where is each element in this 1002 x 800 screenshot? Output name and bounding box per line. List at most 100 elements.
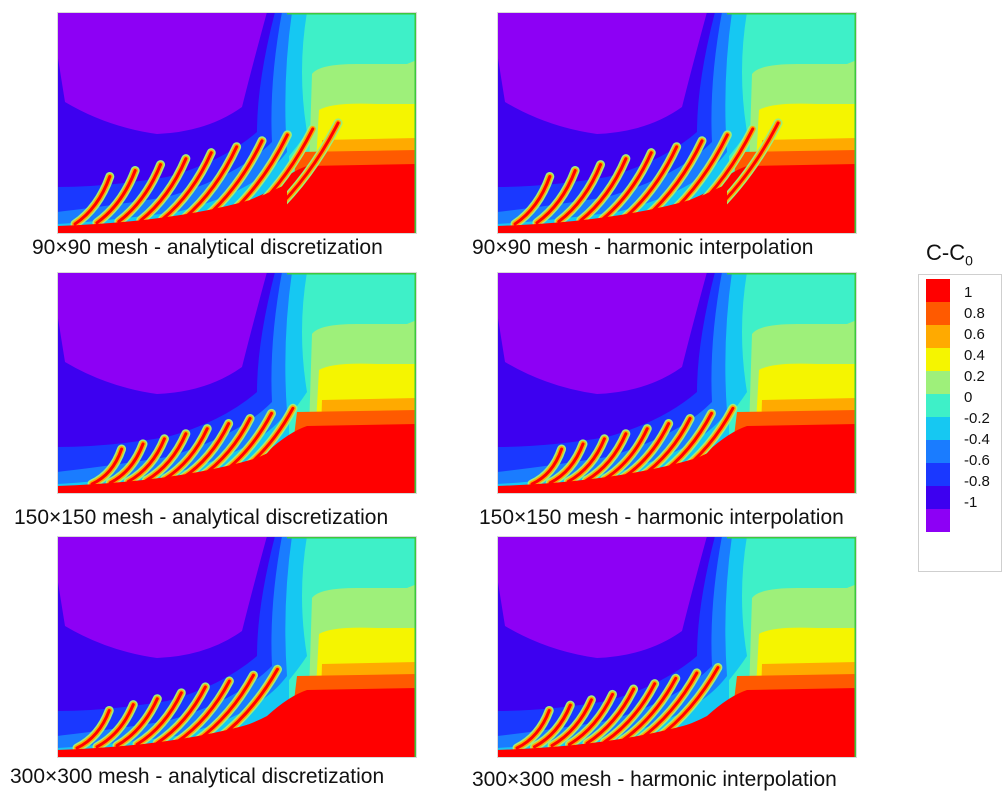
bottom-layer [57, 184, 287, 234]
colorbar-tick: -0.8 [964, 473, 990, 490]
finger-core [585, 687, 636, 745]
colorbar-title: C-C0 [926, 240, 973, 268]
saline-red-zone [497, 424, 857, 494]
colorbar-swatch-9 [926, 486, 950, 509]
colorbar-swatch-0 [926, 279, 950, 302]
colorbar-tick: 0.2 [964, 368, 985, 385]
caption-300-analytical: 300×300 mesh - analytical discretization [10, 765, 385, 788]
colorbar-tick: 0 [964, 389, 973, 406]
finger-core [161, 151, 213, 221]
plume-core [497, 12, 707, 134]
panel-frame [57, 536, 417, 758]
finger-core [530, 447, 564, 486]
panel-frame [497, 536, 857, 758]
contour-plot-150-analytical [57, 272, 417, 494]
finger-core [620, 676, 678, 743]
colorbar-swatch-5 [926, 394, 950, 417]
colorbar-tick: 0.4 [964, 347, 985, 364]
colorbar-tick: -1 [964, 494, 978, 511]
bottom-layer [497, 708, 727, 758]
bottom-layer [57, 708, 287, 758]
caption-90-analytical: 90×90 mesh - analytical discretization [32, 236, 383, 259]
colorbar-tick: 0.8 [964, 305, 985, 322]
contour-field [57, 12, 417, 234]
panel-frame [497, 12, 857, 234]
finger-core [95, 703, 135, 749]
contour-field [57, 272, 417, 494]
finger-core [90, 447, 124, 486]
colorbar-swatch-10 [926, 509, 950, 532]
saline-red-zone [57, 688, 417, 758]
caption-90-harmonic: 90×90 mesh - harmonic interpolation [472, 236, 814, 259]
bottom-layer [497, 184, 727, 234]
contour-field [497, 536, 857, 758]
finger-core [550, 698, 593, 748]
colorbar-swatch-3 [926, 348, 950, 371]
finger-core [603, 682, 657, 744]
finger-core [73, 175, 112, 226]
finger-core [135, 691, 183, 746]
finger-core [548, 442, 585, 485]
plume-core [57, 536, 267, 658]
contour-field [497, 272, 857, 494]
colorbar-tick: 1 [964, 284, 973, 301]
saline-red-zone [497, 688, 857, 758]
colorbar-tick: -0.2 [964, 410, 990, 427]
colorbar-tick: -0.6 [964, 452, 990, 469]
plume-core [57, 272, 267, 394]
finger-core [568, 692, 614, 746]
finger-core [126, 437, 166, 484]
finger-core [115, 697, 159, 748]
finger-core [182, 145, 239, 220]
plume-core [497, 536, 707, 658]
caption-150-analytical: 150×150 mesh - analytical discretization [14, 506, 389, 529]
contour-plot-90-harmonic [497, 12, 857, 234]
panel-frame [57, 272, 417, 494]
contour-field [57, 536, 417, 758]
colorbar-tick: 0.6 [964, 326, 985, 343]
finger-core [139, 157, 188, 222]
finger-core [163, 427, 209, 481]
finger-core [601, 151, 653, 221]
colorbar-swatch-8 [926, 463, 950, 486]
finger-core [566, 437, 606, 484]
contour-plot-90-analytical [57, 12, 417, 234]
finger-core [155, 685, 207, 745]
colorbar: 1 0.8 0.6 0.4 0.2 0 -0.2 -0.4 -0.6 -0.8 … [918, 274, 1002, 572]
colorbar-tick: -0.4 [964, 431, 990, 448]
finger-core [144, 432, 188, 482]
colorbar-swatch-2 [926, 325, 950, 348]
finger-core [557, 163, 603, 224]
finger-core [95, 169, 137, 225]
saline-red-zone [497, 164, 857, 234]
finger-core [579, 157, 628, 222]
finger-core [515, 709, 551, 750]
finger-core [533, 703, 572, 749]
saline-red-zone [57, 164, 417, 234]
colorbar-title-main: C-C [926, 240, 966, 265]
finger-core [603, 427, 649, 481]
finger-core [535, 169, 577, 225]
contour-plot-300-analytical [57, 536, 417, 758]
colorbar-swatch-4 [926, 371, 950, 394]
finger-core [638, 671, 699, 742]
caption-150-harmonic: 150×150 mesh - harmonic interpolation [479, 506, 844, 529]
colorbar-swatch-7 [926, 440, 950, 463]
colorbar-title-sub: 0 [965, 252, 973, 269]
finger-core [584, 432, 628, 482]
caption-300-harmonic: 300×300 mesh - harmonic interpolation [472, 768, 837, 791]
contour-plot-300-harmonic [497, 536, 857, 758]
contour-plot-150-harmonic [497, 272, 857, 494]
panel-frame [57, 12, 417, 234]
finger-core [175, 679, 231, 744]
finger-core [513, 175, 552, 226]
plume-core [57, 12, 267, 134]
bottom-layer [57, 444, 287, 494]
colorbar-swatch-6 [926, 417, 950, 440]
panel-frame [497, 272, 857, 494]
finger-core [117, 163, 163, 224]
finger-core [622, 145, 679, 220]
finger-core [75, 709, 111, 750]
colorbar-swatch-1 [926, 302, 950, 325]
finger-core [108, 442, 145, 485]
